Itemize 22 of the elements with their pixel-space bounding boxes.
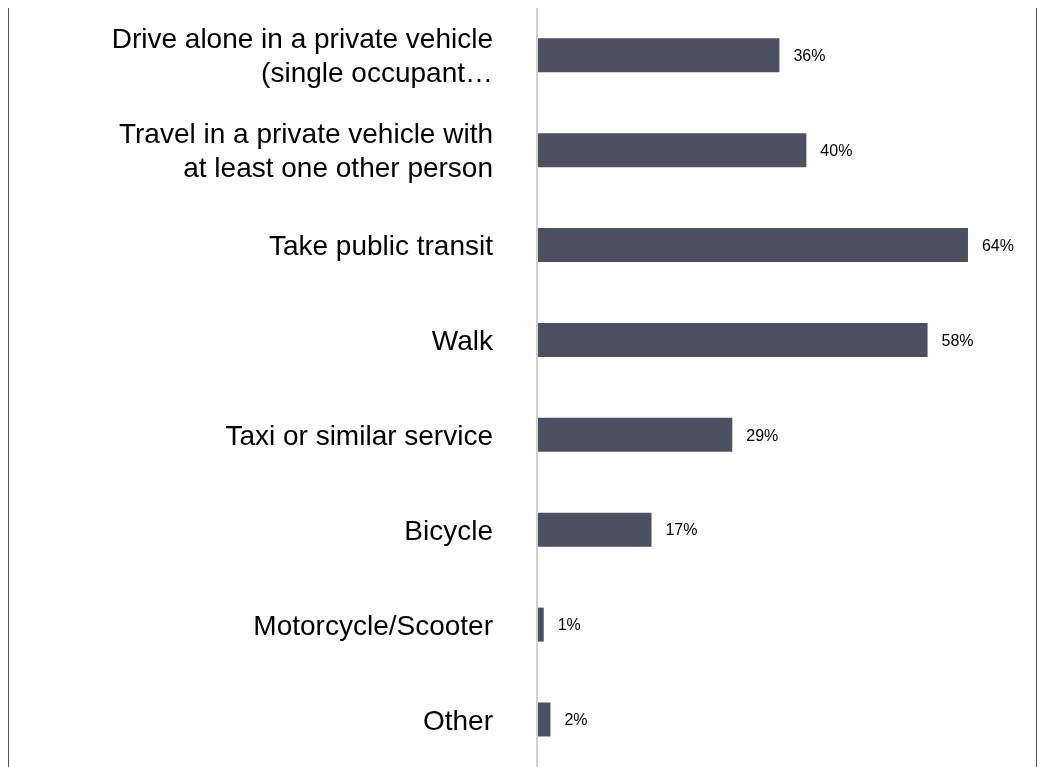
y-tick-label: Taxi or similar service	[225, 419, 493, 451]
data-label: 36%	[793, 47, 826, 65]
bar	[537, 228, 968, 263]
bar	[537, 417, 733, 452]
bar	[537, 512, 652, 547]
y-tick-label: Walk	[431, 324, 494, 356]
bar	[537, 322, 928, 357]
bar	[537, 133, 807, 168]
y-tick-label: Motorcycle/Scooter	[253, 609, 493, 641]
data-label: 17%	[665, 521, 698, 539]
bar	[537, 38, 780, 73]
data-label: 40%	[820, 141, 853, 159]
data-label: 1%	[557, 616, 581, 634]
data-label: 58%	[941, 331, 974, 349]
data-label: 64%	[981, 236, 1014, 254]
y-tick-label: Bicycle	[404, 514, 493, 546]
data-label: 2%	[564, 711, 588, 729]
y-tick-label: Drive alone in a private vehicle (single occupant…	[111, 22, 493, 88]
y-tick-label: Travel in a private vehicle with at least one other person	[118, 117, 493, 183]
y-tick-label: Other	[422, 704, 493, 736]
data-label: 29%	[746, 426, 779, 444]
y-tick-label: Take public transit	[268, 229, 494, 261]
